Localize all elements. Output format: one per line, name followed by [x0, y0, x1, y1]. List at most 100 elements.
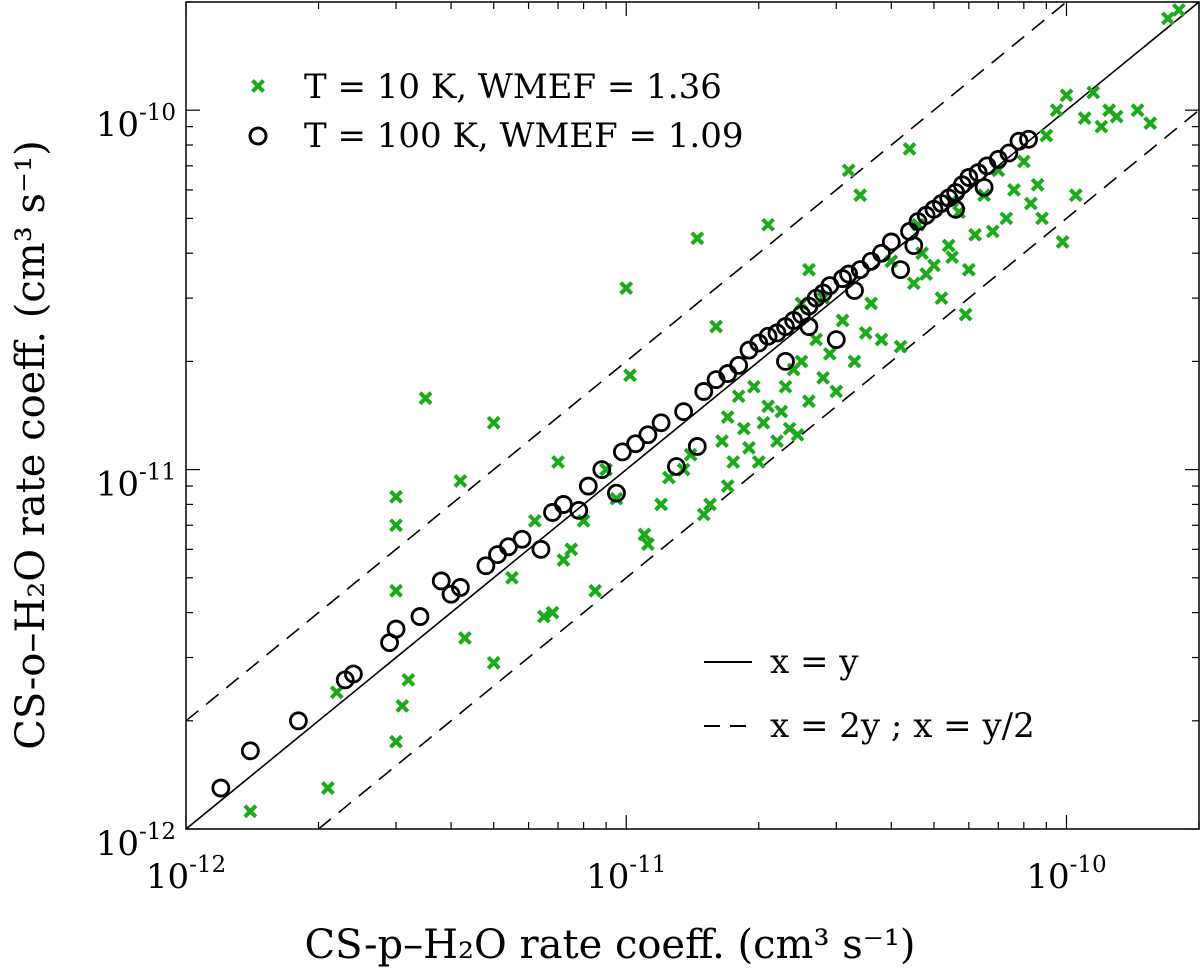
- point-10k: [999, 211, 1014, 226]
- point-10k: [902, 142, 917, 156]
- point-10k-stroke: [1059, 88, 1074, 103]
- point-10k: [1035, 211, 1049, 226]
- point-10k: [418, 391, 433, 406]
- point-10k: [1016, 154, 1031, 169]
- point-10k-stroke: [1086, 85, 1101, 100]
- point-100k: [531, 539, 551, 559]
- point-10k: [1049, 103, 1064, 118]
- point-100k: [1009, 131, 1029, 151]
- point-10k: [747, 379, 761, 394]
- point-10k: [874, 332, 889, 347]
- point-10k: [389, 734, 403, 749]
- legend-label-xy: x = y: [770, 642, 859, 682]
- point-100k: [488, 545, 507, 565]
- point-10k: [1055, 235, 1070, 249]
- point-10k: [802, 394, 816, 409]
- point-10k: [835, 313, 850, 328]
- point-10k-stroke: [874, 332, 889, 347]
- point-10k: [751, 455, 766, 469]
- point-10k: [623, 368, 637, 383]
- point-10k-stroke: [756, 415, 771, 430]
- point-100k: [592, 460, 612, 479]
- point-100k: [946, 199, 966, 219]
- point-10k: [1068, 188, 1083, 203]
- point-10k-stroke: [1109, 109, 1124, 124]
- point-10k: [720, 410, 735, 424]
- point-10k-stroke: [551, 455, 565, 469]
- point-10k: [1077, 111, 1092, 126]
- point-10k-stroke: [731, 389, 746, 404]
- point-100k: [839, 264, 859, 284]
- point-10k-stroke: [527, 513, 542, 528]
- point-10k: [893, 339, 908, 354]
- point-100k: [904, 236, 924, 255]
- point-10k: [968, 227, 982, 242]
- point-10k: [731, 389, 746, 404]
- point-100k: [431, 571, 451, 591]
- point-10k-stroke: [802, 394, 816, 409]
- point-10k: [761, 217, 776, 232]
- point-10k: [690, 231, 705, 246]
- point-10k: [389, 583, 403, 598]
- point-10k: [389, 518, 403, 533]
- point-10k-stroke: [486, 415, 501, 430]
- point-10k: [726, 455, 741, 469]
- point-10k: [505, 570, 519, 585]
- point-10k: [703, 497, 717, 512]
- point-10k: [320, 781, 335, 795]
- point-10k: [527, 513, 542, 528]
- point-10k-stroke: [822, 346, 837, 361]
- point-10k-stroke: [1130, 103, 1145, 118]
- point-100k: [799, 317, 819, 336]
- point-100k: [999, 143, 1019, 163]
- point-10k: [1143, 116, 1158, 131]
- point-10k: [1086, 85, 1101, 100]
- point-10k: [770, 434, 784, 449]
- point-100k: [776, 352, 795, 371]
- point-10k-stroke: [961, 262, 976, 277]
- point-100k: [240, 741, 260, 761]
- point-10k-stroke: [790, 427, 805, 442]
- point-10k-stroke: [864, 296, 879, 311]
- point-10k: [945, 250, 960, 265]
- point-10k-stroke: [778, 379, 793, 394]
- point-100k: [729, 355, 749, 375]
- point-10k: [637, 527, 652, 542]
- point-10k: [756, 415, 771, 430]
- point-10k-stroke: [1049, 103, 1064, 118]
- point-100k: [410, 607, 430, 626]
- point-10k-stroke: [1030, 177, 1045, 192]
- point-10k-stroke: [802, 262, 816, 277]
- point-10k: [1023, 196, 1038, 211]
- point-10k-stroke: [841, 163, 856, 178]
- y-axis-label: CS-o–H₂O rate coeff. (cm³ s⁻¹): [8, 140, 54, 749]
- point-10k: [906, 276, 921, 291]
- point-10k-stroke: [588, 583, 603, 598]
- point-10k: [1130, 103, 1145, 118]
- point-10k: [934, 291, 949, 306]
- point-100k: [694, 382, 714, 401]
- point-10k-stroke: [835, 313, 850, 328]
- point-10k: [736, 421, 751, 436]
- point-10k: [556, 553, 571, 568]
- point-10k: [486, 655, 501, 670]
- legend-x-stroke: [251, 79, 265, 93]
- point-10k-stroke: [1161, 11, 1175, 26]
- point-10k: [927, 258, 941, 273]
- point-10k-stroke: [637, 527, 652, 542]
- point-100k: [845, 281, 864, 300]
- point-10k: [640, 537, 655, 552]
- point-10k-stroke: [715, 434, 729, 449]
- point-100k: [687, 437, 707, 456]
- point-10k-stroke: [243, 804, 258, 819]
- point-10k: [720, 479, 735, 493]
- point-10k: [1039, 128, 1054, 143]
- point-10k-stroke: [486, 655, 501, 670]
- point-10k: [401, 672, 416, 687]
- point-100k: [666, 457, 686, 476]
- legend-label-2y: x = 2y ; x = y/2: [770, 706, 1035, 746]
- point-10k-stroke: [1035, 211, 1049, 226]
- point-100k: [343, 664, 363, 684]
- point-10k-stroke: [1143, 116, 1158, 131]
- point-10k-stroke: [1023, 196, 1038, 211]
